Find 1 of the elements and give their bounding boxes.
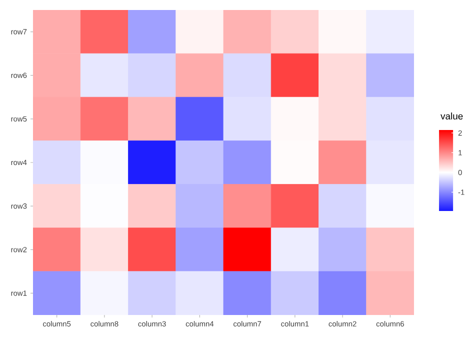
color-bar-title: value bbox=[440, 112, 463, 120]
